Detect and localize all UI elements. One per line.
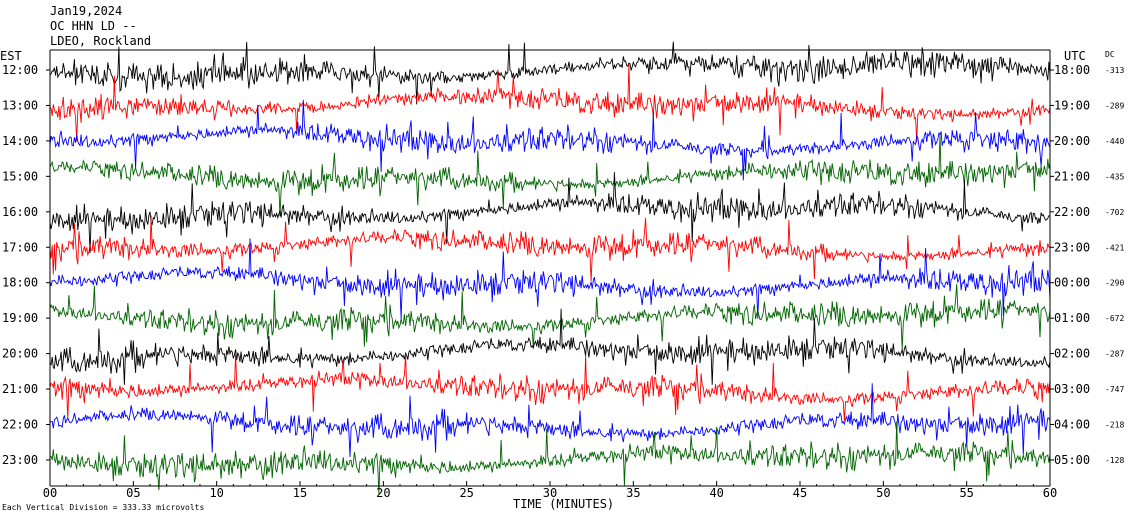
time-tick-label: 45 [793, 486, 807, 500]
time-tick-label: 25 [459, 486, 473, 500]
utc-tick-label: 01:00 [1054, 311, 1090, 325]
est-tick-label: 20:00 [2, 347, 38, 361]
dc-offset-value: -421 [1105, 243, 1124, 252]
dc-column-label: DC [1105, 50, 1115, 59]
trace-row [49, 353, 1051, 421]
est-axis-label: EST [0, 49, 22, 63]
dc-offset-value: -290 [1105, 279, 1124, 288]
trace-row [49, 383, 1051, 458]
est-tick-label: 23:00 [2, 453, 38, 467]
utc-tick-label: 03:00 [1054, 382, 1090, 396]
time-tick-label: 10 [209, 486, 223, 500]
dc-offset-value: -440 [1105, 137, 1124, 146]
est-tick-label: 17:00 [2, 240, 38, 254]
time-tick-label: 35 [626, 486, 640, 500]
time-tick-label: 30 [543, 486, 557, 500]
trace-row [49, 172, 1051, 254]
est-tick-label: 18:00 [2, 276, 38, 290]
dc-offset-value: -672 [1105, 314, 1124, 323]
time-axis-title: TIME (MINUTES) [513, 497, 615, 511]
est-tick-label: 16:00 [2, 205, 38, 219]
est-tick-label: 14:00 [2, 134, 38, 148]
trace-row [49, 238, 1051, 319]
trace-row [49, 63, 1051, 143]
trace-row [49, 99, 1051, 181]
est-tick-label: 19:00 [2, 311, 38, 325]
trace-layer [49, 41, 1051, 495]
header-date: Jan19,2024 [50, 4, 123, 18]
trace-row [49, 215, 1051, 282]
dc-offset-value: -702 [1105, 208, 1124, 217]
trace-row [49, 421, 1051, 495]
utc-tick-label: 22:00 [1054, 205, 1090, 219]
time-tick-label: 55 [959, 486, 973, 500]
header-source: LDEO, Rockland [50, 34, 152, 48]
utc-tick-label: 19:00 [1054, 98, 1090, 112]
est-tick-label: 12:00 [2, 63, 38, 77]
utc-tick-label: 20:00 [1054, 134, 1090, 148]
time-tick-label: 20 [376, 486, 390, 500]
dc-offset-value: -218 [1105, 421, 1124, 430]
utc-axis-label: UTC [1064, 49, 1086, 63]
dc-offset-value: -435 [1105, 172, 1124, 181]
est-tick-label: 13:00 [2, 98, 38, 112]
trace-row [49, 41, 1051, 105]
time-tick-label: 15 [293, 486, 307, 500]
time-tick-label: 40 [709, 486, 723, 500]
trace-row [49, 308, 1051, 385]
utc-tick-label: 04:00 [1054, 418, 1090, 432]
utc-tick-label: 02:00 [1054, 347, 1090, 361]
scale-note: Each Vertical Division = 333.33 microvol… [2, 503, 205, 512]
utc-tick-label: 18:00 [1054, 63, 1090, 77]
trace-row [49, 284, 1051, 350]
time-tick-label: 05 [126, 486, 140, 500]
dc-offset-value: -128 [1105, 456, 1124, 465]
axes-layer: 12:00 18:00 -313 13:00 19:00 -289 14:00 20:00 -4… [2, 49, 1124, 500]
dc-offset-value: -747 [1105, 385, 1124, 394]
est-tick-label: 21:00 [2, 382, 38, 396]
dc-offset-value: -289 [1105, 101, 1124, 110]
time-tick-label: 00 [43, 486, 57, 500]
utc-tick-label: 21:00 [1054, 169, 1090, 183]
dc-offset-value: -287 [1105, 350, 1124, 359]
dc-offset-value: -313 [1105, 66, 1124, 75]
time-tick-label: 60 [1043, 486, 1057, 500]
est-tick-label: 15:00 [2, 169, 38, 183]
utc-tick-label: 23:00 [1054, 240, 1090, 254]
utc-tick-label: 05:00 [1054, 453, 1090, 467]
utc-tick-label: 00:00 [1054, 276, 1090, 290]
time-tick-label: 50 [876, 486, 890, 500]
header-station: OC HHN LD -- [50, 19, 137, 33]
trace-row [49, 132, 1051, 217]
est-tick-label: 22:00 [2, 418, 38, 432]
